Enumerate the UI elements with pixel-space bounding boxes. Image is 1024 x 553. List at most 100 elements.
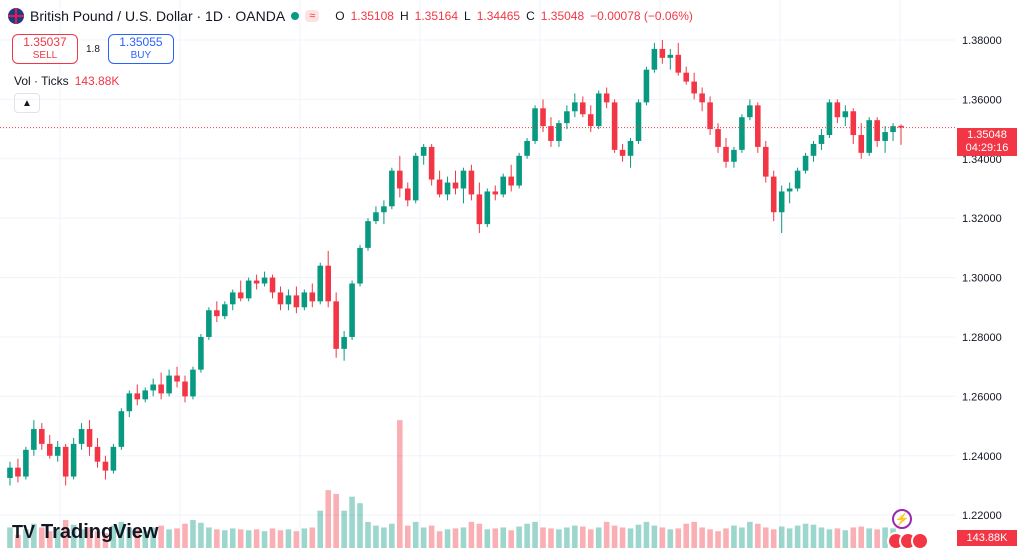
volume-bar [476,523,483,548]
candle-body [245,280,252,299]
chevron-up-icon: ▲ [22,97,32,109]
candle-body [54,446,61,456]
buy-button[interactable]: 1.35055 BUY [107,34,174,64]
candle-body [508,176,514,186]
candle-body [802,155,809,171]
candle-body [182,381,188,397]
candle-body [150,384,156,391]
volume-bar [7,527,13,548]
candle-body [444,182,451,195]
candle-body [269,277,276,293]
candle-body [492,191,499,195]
volume-bar [206,527,212,548]
volume-bar [349,496,355,548]
volume-bar [834,528,841,548]
volume-bar [603,521,610,548]
trade-panel: 1.35037 SELL 1.8 1.35055 BUY [12,34,174,64]
collapse-legend-button[interactable]: ▲ [14,93,40,113]
candle-body [166,375,172,394]
candle-body [484,191,491,225]
candle-body [309,292,316,302]
volume-bar [277,530,284,548]
buy-price: 1.35055 [119,35,163,49]
candle-body [858,135,865,153]
candle-body [778,191,785,213]
open-value: 1.35108 [350,9,394,23]
candle-body [277,292,284,305]
candle-body [190,369,196,397]
candle-body [261,277,268,284]
candle-body [564,111,570,124]
lightning-icon[interactable]: ⚡ [892,509,912,529]
volume-bar [611,525,618,548]
volume-bar [436,531,443,548]
volume-bars [7,420,896,548]
chart-grid [0,0,955,553]
low-label: L [464,9,471,23]
volume-bar [221,530,228,548]
volume-bar [412,521,419,548]
economic-events[interactable] [887,532,929,550]
volume-bar [707,529,713,548]
candle-body [158,384,164,394]
volume-bar [182,523,188,548]
volume-bar [882,527,888,548]
tradingview-logo[interactable]: TV TradingView [12,521,158,544]
sell-button[interactable]: 1.35037 SELL [12,34,78,64]
candle-body [214,310,220,317]
candle-body [349,283,355,337]
volume-bar [564,527,570,548]
volume-value: 143.88K [74,74,120,88]
volume-bar [842,530,849,548]
volume-bar [850,527,857,548]
candle-body [723,146,729,162]
volume-bar [245,530,252,548]
candle-body [580,102,586,115]
candle-body [715,129,721,147]
symbol-title[interactable]: British Pound / U.S. Dollar · 1D · OANDA [30,8,286,24]
volume-bar [237,529,244,548]
volume-bar [341,510,347,548]
volume-bar [540,527,546,548]
candle-body [420,146,427,156]
volume-bar [285,529,292,548]
us-event-flag-icon[interactable] [911,532,929,550]
candle-body [731,149,737,162]
volume-bar [86,527,93,548]
volume-bar [532,521,538,548]
sell-price: 1.35037 [23,35,67,49]
candle-body [23,449,29,477]
candle-body [134,393,141,400]
candle-body [651,48,658,70]
volume-bar [778,526,785,548]
volume-bar [134,529,141,548]
volume-bar [715,531,721,548]
volume-bar [635,524,642,548]
low-value: 1.34465 [476,9,521,23]
volume-bar [333,493,339,548]
volume-bar [460,527,467,548]
volume-bar [619,527,626,548]
volume-bar [94,531,101,548]
candle-body [866,120,872,153]
candle-body [770,176,777,213]
volume-bar [404,525,411,548]
candle-body [675,54,682,73]
candle-body [810,143,817,156]
volume-bar [524,523,530,548]
market-open-dot-icon [291,12,300,20]
volume-legend[interactable]: Vol · Ticks 143.88K [14,74,119,88]
candle-body [643,69,650,103]
candle-body [102,461,109,471]
volume-bar [659,527,666,548]
candle-body [78,429,85,444]
candle-body [373,212,379,222]
volume-bar [723,528,729,548]
volume-bar [786,528,793,548]
volume-bar [755,523,761,548]
status-badge[interactable]: ≈ [305,10,320,22]
volume-bar [261,531,268,548]
candle-body [587,114,594,127]
volume-bar [810,524,817,548]
